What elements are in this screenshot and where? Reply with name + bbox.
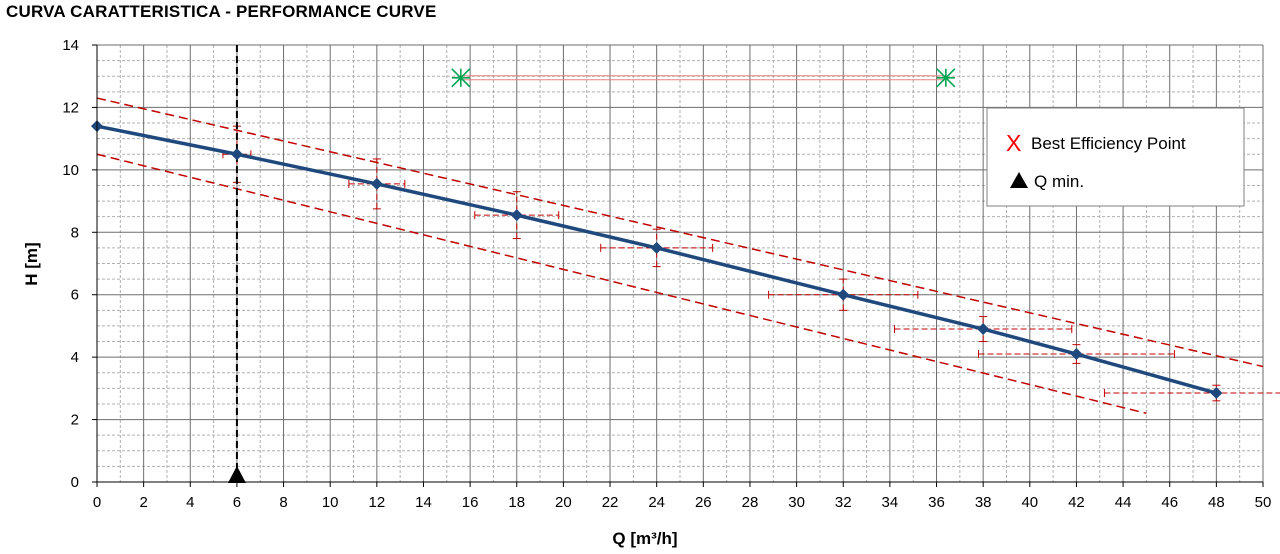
q-min-triangle-marker [227, 466, 246, 483]
x-tick-label: 30 [788, 494, 805, 511]
y-tick-label: 6 [71, 287, 79, 304]
x-tick-label: 6 [233, 494, 241, 511]
y-axis-title: H [m] [22, 242, 41, 285]
data-point-marker [650, 241, 663, 254]
x-tick-label: 0 [93, 494, 101, 511]
x-axis-title: Q [m³/h] [612, 529, 677, 548]
y-tick-label: 0 [71, 474, 79, 491]
x-tick-label: 20 [555, 494, 572, 511]
tolerance-lines [96, 97, 1264, 415]
lower-tolerance-line [96, 153, 1147, 415]
data-point-marker [510, 209, 523, 222]
y-tick-label: 12 [62, 99, 79, 116]
y-tick-label: 14 [62, 37, 79, 54]
x-tick-label: 46 [1161, 494, 1178, 511]
legend-triangle-icon [1010, 172, 1028, 188]
x-tick-label: 42 [1068, 494, 1085, 511]
axes: 0 2 4 6 8 10 12 14 16 18 20 22 24 26 28 30 32 34 36 38 40 42 4… [62, 37, 1271, 511]
x-tick-label: 16 [462, 494, 479, 511]
legend-bep-x-icon: X [1006, 130, 1021, 156]
bep-star-marker [936, 68, 956, 88]
x-tick-label: 24 [648, 494, 665, 511]
x-tick-label: 22 [602, 494, 619, 511]
x-tick-label: 8 [279, 494, 287, 511]
bep-star-marker [451, 68, 471, 88]
legend-qmin-label: Q min. [1034, 172, 1084, 191]
x-tick-label: 32 [835, 494, 852, 511]
x-tick-label: 26 [695, 494, 712, 511]
x-tick-label: 50 [1255, 494, 1272, 511]
x-tick-label: 48 [1208, 494, 1225, 511]
upper-tolerance-line [96, 97, 1264, 368]
y-tick-label: 8 [71, 224, 79, 241]
x-tick-label: 2 [139, 494, 147, 511]
y-tick-label: 10 [62, 162, 79, 179]
x-tick-label: 18 [508, 494, 525, 511]
data-point-marker [837, 288, 850, 301]
q-min-marker-group [227, 45, 246, 483]
x-tick-label: 36 [928, 494, 945, 511]
y-tick-label: 2 [71, 412, 79, 429]
x-tick-label: 34 [882, 494, 899, 511]
data-point-marker [370, 177, 383, 190]
x-tick-label: 10 [322, 494, 339, 511]
chart-title: CURVA CARATTERISTICA - PERFORMANCE CURVE [6, 2, 437, 21]
legend-bep-label: Best Efficiency Point [1031, 134, 1186, 153]
legend-box [986, 107, 1245, 207]
data-point-marker [230, 148, 243, 161]
data-point-marker [1210, 387, 1223, 400]
x-tick-label: 38 [975, 494, 992, 511]
x-tick-label: 28 [742, 494, 759, 511]
x-tick-label: 44 [1115, 494, 1132, 511]
best-efficiency-range [451, 68, 956, 88]
x-tick-label: 40 [1021, 494, 1038, 511]
x-tick-label: 4 [186, 494, 194, 511]
performance-curve [91, 120, 1223, 400]
data-point-marker [1070, 348, 1083, 361]
data-point-marker [977, 323, 990, 336]
x-tick-label: 14 [415, 494, 432, 511]
x-tick-label: 12 [368, 494, 385, 511]
y-tick-label: 4 [71, 349, 79, 366]
legend: X Best Efficiency Point Q min. [986, 107, 1245, 207]
